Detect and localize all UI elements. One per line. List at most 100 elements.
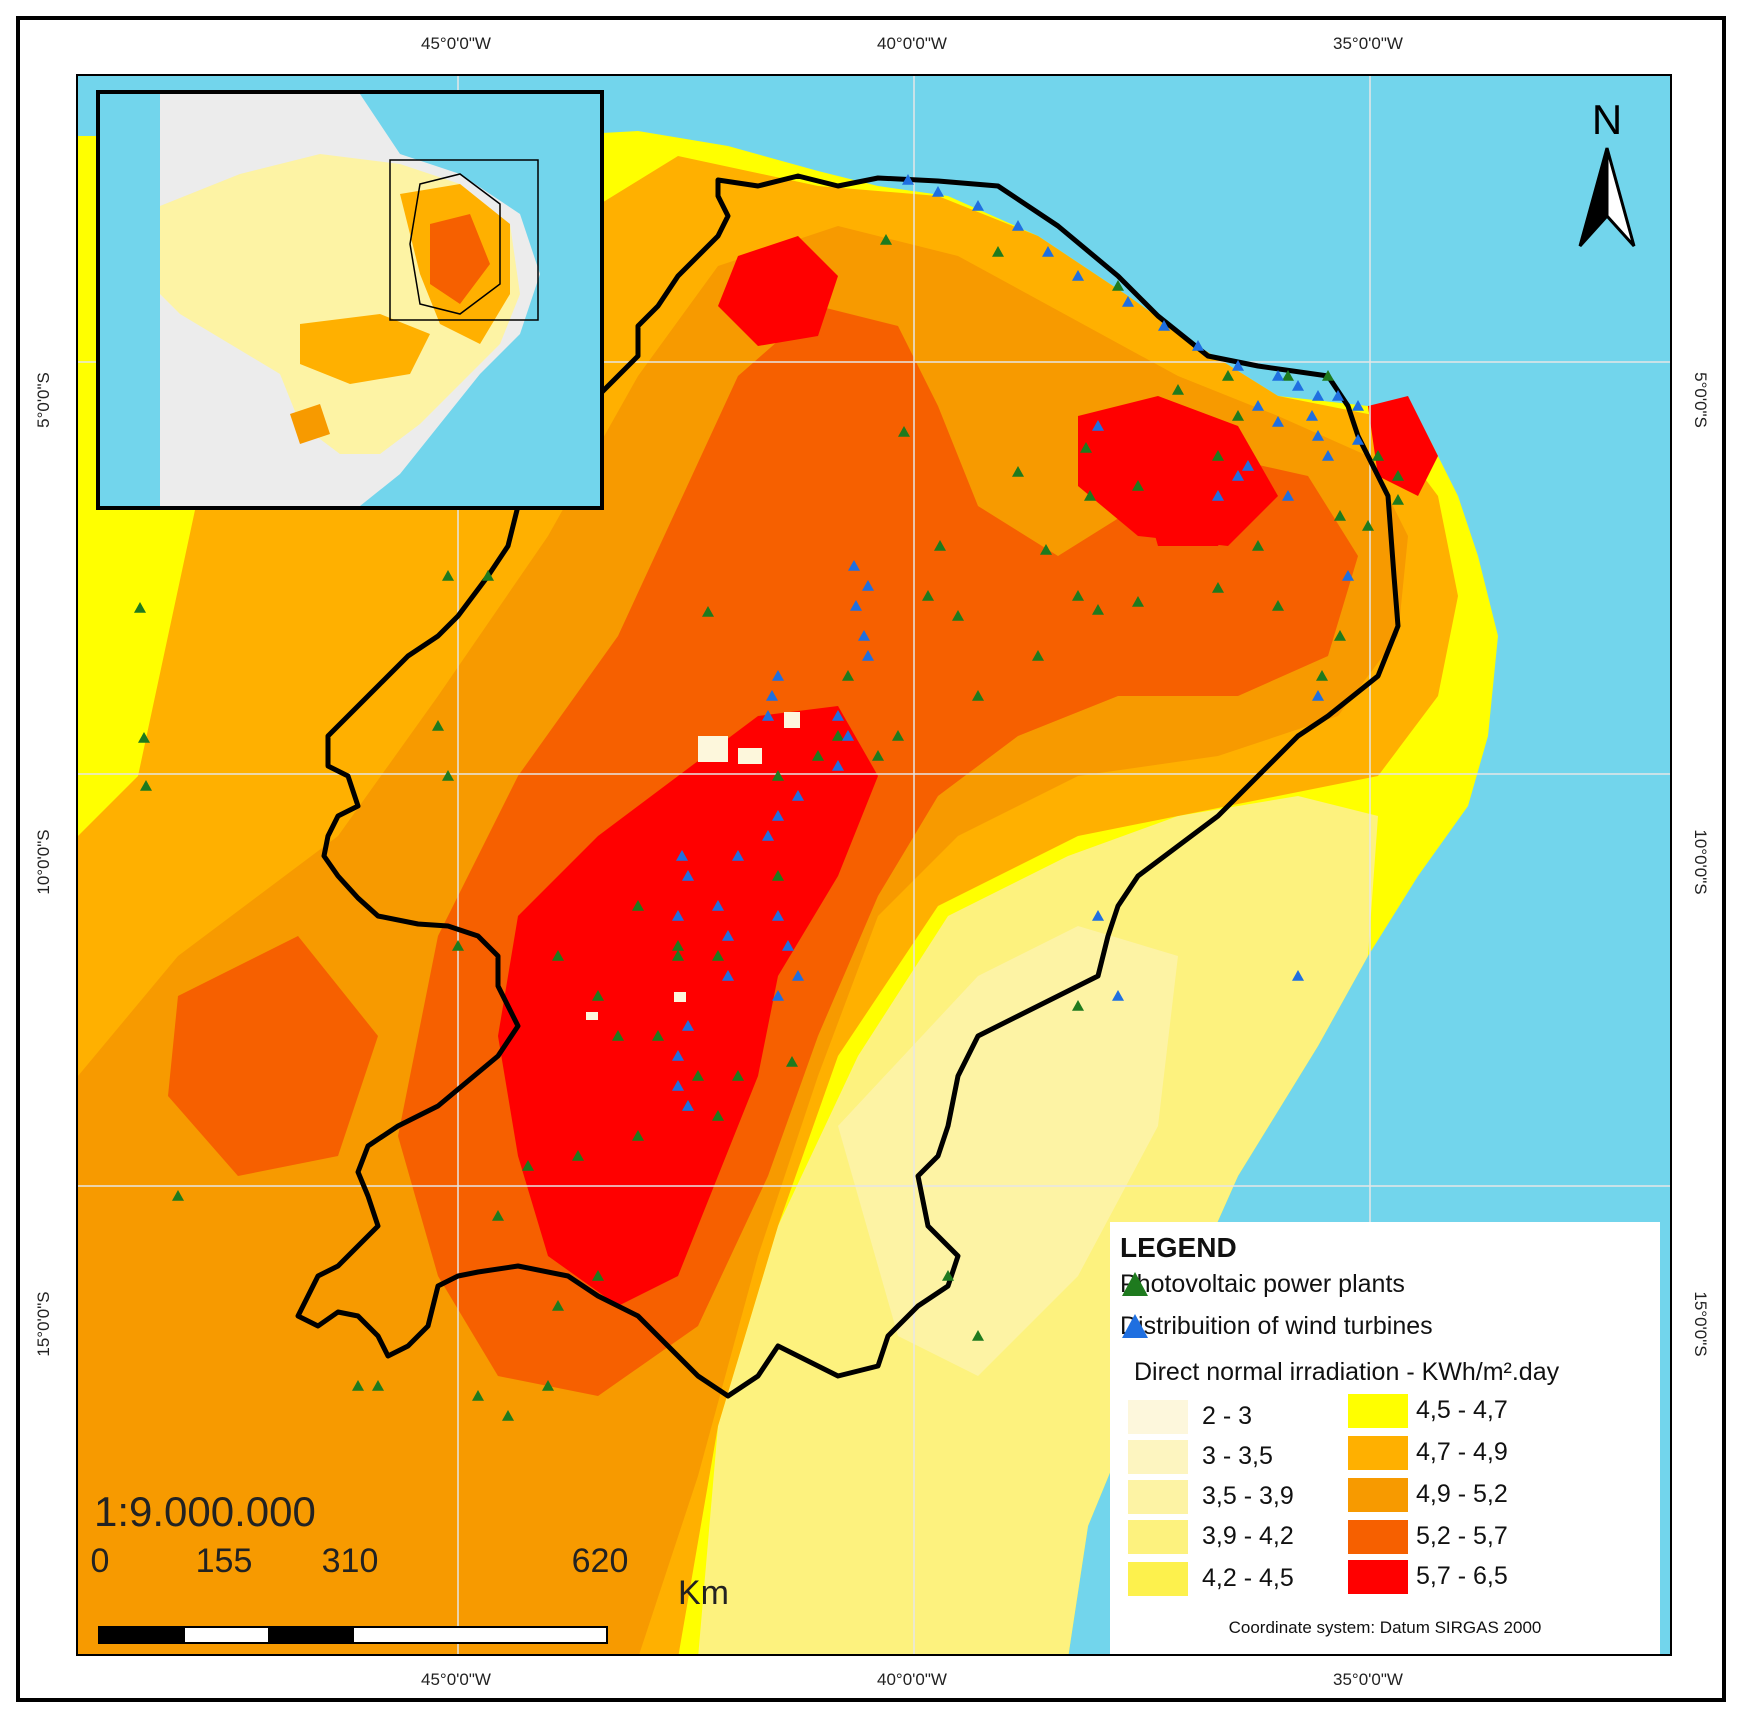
pv-plant-marker xyxy=(1222,370,1234,381)
pv-plant-marker xyxy=(432,720,444,731)
pv-plant-marker xyxy=(1072,590,1084,601)
wind-turbine-marker xyxy=(1212,490,1224,501)
swatch-class-10 xyxy=(1348,1560,1408,1594)
pv-plant-marker xyxy=(772,870,784,881)
label-class-9: 5,2 - 5,7 xyxy=(1416,1522,1508,1550)
pv-plant-marker xyxy=(552,1300,564,1311)
right-latitude-label-15s: 15°0'0"S xyxy=(1691,1291,1710,1357)
scale-tick-310: 310 xyxy=(321,1542,379,1580)
pv-plant-marker xyxy=(842,670,854,681)
label-class-8: 4,9 - 5,2 xyxy=(1416,1480,1508,1508)
pv-plant-marker xyxy=(892,730,904,741)
wind-turbine-marker xyxy=(682,1100,694,1111)
pv-plant-marker xyxy=(1392,470,1404,481)
pv-plant-marker xyxy=(134,602,146,613)
wind-turbine-marker xyxy=(792,790,804,801)
legend-panel: LEGEND Photovoltaic power plants Distrib… xyxy=(1110,1222,1660,1654)
swatch-class-2 xyxy=(1128,1440,1188,1474)
wind-turbine-marker xyxy=(1312,690,1324,701)
bottom-longitude-label-35w: 35°0'0"W xyxy=(1333,1670,1403,1689)
pv-plant-marker xyxy=(702,606,714,617)
pv-plant-marker xyxy=(1392,494,1404,505)
wind-turbine-marker xyxy=(1042,246,1054,257)
left-latitude-label-5s: 5°0'0"S xyxy=(34,372,53,428)
wind-turbine-marker xyxy=(1352,434,1364,445)
swatch-class-5 xyxy=(1128,1562,1188,1596)
wind-turbine-marker xyxy=(1122,296,1134,307)
pv-plant-marker xyxy=(1040,544,1052,555)
main-map[interactable]: N LEGEND Photovoltaic power plants Distr… xyxy=(76,74,1672,1656)
pv-plant-marker xyxy=(1084,490,1096,501)
pv-plant-marker xyxy=(1092,604,1104,615)
right-latitude-label-10s: 10°0'0"S xyxy=(1691,829,1710,895)
pv-plant-marker xyxy=(442,570,454,581)
inset-locator-map xyxy=(96,90,604,510)
wind-turbine-marker xyxy=(1232,360,1244,371)
pv-plant-marker xyxy=(1322,370,1334,381)
label-class-5: 4,2 - 4,5 xyxy=(1202,1564,1294,1592)
pv-plant-marker xyxy=(934,540,946,551)
bottom-longitude-label-45w: 45°0'0"W xyxy=(421,1670,491,1689)
wind-turbine-marker xyxy=(1252,400,1264,411)
wind-turbine-marker xyxy=(732,850,744,861)
wind-turbine-marker xyxy=(1342,570,1354,581)
wind-turbine-marker xyxy=(832,710,844,721)
wind-turbine-marker xyxy=(672,1050,684,1061)
wind-turbine-marker xyxy=(1192,340,1204,351)
left-latitude-label-15s: 15°0'0"S xyxy=(34,1291,53,1357)
swatch-class-9 xyxy=(1348,1520,1408,1554)
wind-turbine-marker xyxy=(1242,460,1254,471)
pv-plant-marker xyxy=(772,770,784,781)
label-class-6: 4,5 - 4,7 xyxy=(1416,1396,1508,1424)
pv-plant-marker xyxy=(552,950,564,961)
north-label: N xyxy=(1591,96,1623,143)
scale-tick-0: 0 xyxy=(90,1542,110,1580)
pv-plant-marker xyxy=(140,780,152,791)
label-class-2: 3 - 3,5 xyxy=(1202,1442,1273,1470)
pv-plant-marker xyxy=(832,730,844,741)
wind-turbine-marker xyxy=(712,900,724,911)
region-boundary-outline xyxy=(295,173,1401,1399)
pv-plant-marker xyxy=(1372,450,1384,461)
pv-plant-marker xyxy=(922,590,934,601)
wind-turbine-marker xyxy=(1312,430,1324,441)
wind-turbine-marker xyxy=(676,850,688,861)
pv-plant-marker xyxy=(1072,1000,1084,1011)
label-class-1: 2 - 3 xyxy=(1202,1402,1253,1430)
wind-turbine-marker xyxy=(1232,470,1244,481)
pv-plant-marker xyxy=(1362,520,1374,531)
top-longitude-label-40w: 40°0'0"W xyxy=(877,34,947,53)
wind-turbine-marker xyxy=(772,910,784,921)
scale-ratio: 1:9.000.000 xyxy=(94,1488,316,1535)
wind-turbine-marker xyxy=(1292,380,1304,391)
pv-plant-marker xyxy=(712,950,724,961)
pv-plant-marker xyxy=(542,1380,554,1391)
wind-turbine-marker xyxy=(782,940,794,951)
pv-plant-marker xyxy=(442,770,454,781)
pv-plant-marker xyxy=(872,750,884,761)
pv-plant-marker xyxy=(592,1270,604,1281)
label-class-4: 3,9 - 4,2 xyxy=(1202,1522,1294,1550)
wind-turbine-marker xyxy=(1092,910,1104,921)
wind-turbine-marker xyxy=(848,560,860,571)
wind-turbine-marker xyxy=(1292,970,1304,981)
pv-plant-marker xyxy=(898,426,910,437)
wind-turbine-marker xyxy=(1312,390,1324,401)
swatch-class-8 xyxy=(1348,1478,1408,1512)
legend-title: LEGEND xyxy=(1120,1232,1237,1263)
wind-turbine-marker xyxy=(1158,320,1170,331)
scale-unit: Km xyxy=(678,1574,729,1612)
wind-turbine-marker xyxy=(766,690,778,701)
pv-plant-marker xyxy=(1132,596,1144,607)
pv-plant-marker xyxy=(1212,582,1224,593)
pv-plant-marker xyxy=(1316,670,1328,681)
label-class-10: 5,7 - 6,5 xyxy=(1416,1562,1508,1590)
top-longitude-label-45w: 45°0'0"W xyxy=(421,34,491,53)
pv-plant-marker xyxy=(572,1150,584,1161)
pv-plant-marker xyxy=(522,1160,534,1171)
left-latitude-label-10s: 10°0'0"S xyxy=(34,829,53,895)
swatch-class-7 xyxy=(1348,1436,1408,1470)
wind-turbine-marker xyxy=(832,760,844,771)
wind-turbine-marker xyxy=(1352,400,1364,411)
pv-plant-marker xyxy=(1112,280,1124,291)
